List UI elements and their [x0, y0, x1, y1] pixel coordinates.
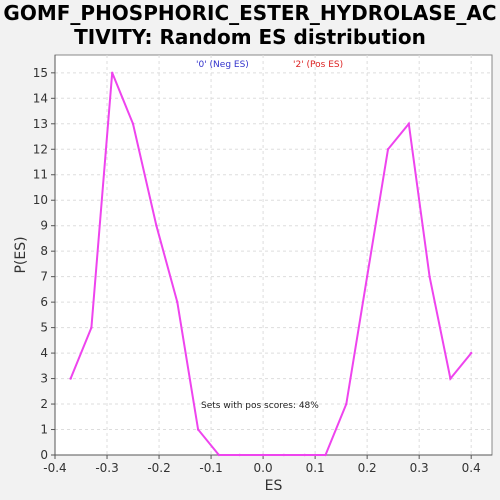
y-tick-label: 3 [40, 372, 48, 386]
y-tick-label: 4 [40, 346, 48, 360]
y-tick-label: 9 [40, 219, 48, 233]
data-point [428, 275, 431, 278]
x-tick-label: 0.4 [462, 461, 481, 475]
y-tick-label: 13 [33, 117, 48, 131]
data-point [324, 453, 327, 457]
data-point [261, 453, 265, 457]
data-point [345, 402, 348, 406]
data-point [69, 377, 72, 380]
y-tick-label: 15 [33, 66, 48, 80]
x-tick-label: -0.4 [43, 461, 66, 475]
data-point [386, 148, 390, 151]
chart-title: GOMF_PHOSPHORIC_ESTER_HYDROLASE_AC TIVIT… [0, 1, 500, 49]
grid [54, 55, 492, 456]
legend-entry-neg-es: '0' (Neg ES) [196, 60, 249, 70]
y-tick-label: 5 [40, 321, 48, 335]
data-point [111, 71, 114, 75]
x-axis-ticks: -0.4 -0.3 -0.2 -0.1 0.0 0.1 0.2 0.3 0.4 [43, 455, 481, 475]
data-point [449, 377, 452, 380]
x-tick-label: -0.2 [147, 461, 170, 475]
y-tick-label: 7 [40, 270, 48, 284]
data-point [238, 453, 241, 457]
y-tick-label: 0 [40, 448, 48, 462]
x-tick-label: 0.1 [306, 461, 325, 475]
x-tick-label: 0.3 [410, 461, 429, 475]
pos-scores-annotation: Sets with pos scores: 48% [201, 401, 319, 411]
y-tick-label: 12 [33, 142, 48, 156]
x-tick-label: -0.3 [95, 461, 118, 475]
x-tick-label: -0.1 [199, 461, 222, 475]
legend-entry-pos-es: '2' (Pos ES) [293, 60, 343, 70]
chart-title-line-2: TIVITY: Random ES distribution [74, 25, 426, 49]
y-axis-title: P(ES) [13, 236, 29, 273]
chart-title-line-1: GOMF_PHOSPHORIC_ESTER_HYDROLASE_AC [3, 1, 497, 25]
y-tick-label: 14 [33, 91, 48, 105]
y-tick-label: 1 [40, 423, 48, 437]
y-tick-label: 2 [40, 397, 48, 411]
y-tick-label: 10 [33, 193, 48, 207]
y-tick-label: 6 [40, 295, 48, 309]
data-point [407, 122, 410, 125]
data-point [217, 453, 221, 457]
data-point [469, 351, 473, 355]
x-tick-label: 0.0 [254, 461, 273, 475]
data-point [303, 453, 306, 457]
series-line-0 [69, 72, 472, 456]
series-layer [69, 71, 473, 457]
data-point [282, 453, 286, 457]
data-point [365, 275, 369, 278]
data-point [155, 224, 158, 227]
y-tick-label: 8 [40, 244, 48, 258]
data-point [90, 326, 93, 329]
x-tick-label: 0.2 [358, 461, 377, 475]
data-point [196, 428, 200, 431]
y-tick-label: 11 [33, 168, 48, 182]
x-axis-title: ES [265, 478, 283, 494]
data-point [131, 122, 135, 125]
data-point [176, 300, 179, 304]
